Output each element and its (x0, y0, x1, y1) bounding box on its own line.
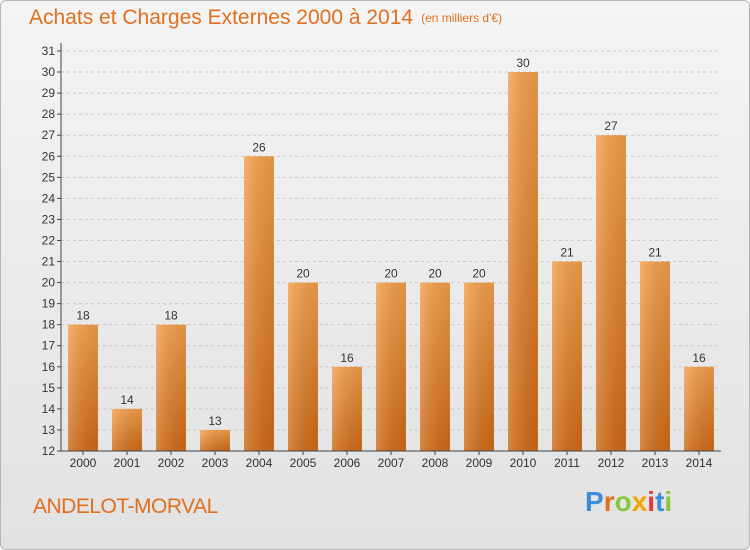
x-tick-label: 2008 (422, 456, 449, 470)
x-tick-label: 2000 (70, 456, 97, 470)
y-tick-label: 28 (42, 107, 56, 121)
data-label: 20 (384, 267, 398, 281)
bar-shade (332, 366, 362, 451)
y-tick-label: 31 (42, 44, 56, 58)
y-tick-label: 25 (42, 170, 56, 184)
bar-shade (684, 366, 714, 451)
x-tick-label: 2010 (510, 456, 537, 470)
axes: 12 13 14 15 16 17 18 19 20 21 22 23 24 25 26 27 28 29 30 31… (42, 43, 721, 470)
x-tick-label: 2005 (290, 456, 317, 470)
y-tick-label: 21 (42, 255, 56, 269)
data-label: 20 (296, 267, 310, 281)
chart-title: Achats et Charges Externes 2000 à 2014 (e… (29, 6, 502, 30)
logo-letter: t (655, 486, 665, 517)
bar-shade (596, 135, 626, 452)
data-label: 21 (648, 246, 662, 260)
y-tick-label: 17 (42, 339, 56, 353)
logo-letter: r (603, 486, 615, 517)
y-tick-label: 19 (42, 297, 56, 311)
y-tick-label: 16 (42, 360, 56, 374)
logo-letter: P (585, 486, 604, 517)
bar-shade (552, 261, 582, 451)
y-tick-label: 23 (42, 212, 56, 226)
y-tick-label: 13 (42, 423, 56, 437)
data-label: 20 (472, 267, 486, 281)
data-label: 30 (516, 56, 530, 70)
data-label: 18 (76, 309, 90, 323)
y-tick-label: 12 (42, 444, 56, 458)
y-tick-label: 30 (42, 65, 56, 79)
y-tick-label: 18 (42, 318, 56, 332)
data-label: 13 (208, 414, 222, 428)
y-tick-label: 29 (42, 86, 56, 100)
bar-shade (508, 72, 538, 451)
bar-shade (68, 324, 98, 451)
bar-shade (244, 156, 274, 451)
x-tick-label: 2004 (246, 456, 273, 470)
data-label: 26 (252, 140, 266, 154)
bar-shade (200, 429, 230, 451)
y-tick-label: 24 (42, 191, 56, 205)
proxiti-logo[interactable]: Proxiti (585, 486, 672, 518)
bar-shade (420, 282, 450, 451)
data-label: 20 (428, 267, 442, 281)
logo-letter: o (614, 486, 632, 517)
bar-shade (376, 282, 406, 451)
x-tick-label: 2011 (554, 456, 580, 470)
data-label: 16 (340, 351, 354, 365)
bar-shade (112, 408, 142, 451)
bar-shade (288, 282, 318, 451)
x-tick-label: 2006 (334, 456, 361, 470)
y-tick-label: 27 (42, 128, 56, 142)
y-tick-label: 22 (42, 233, 56, 247)
place-name: ANDELOT-MORVAL (33, 495, 218, 518)
x-tick-label: 2013 (642, 456, 669, 470)
data-label: 21 (560, 246, 574, 260)
data-label: 14 (120, 393, 134, 407)
y-tick-label: 14 (42, 402, 56, 416)
chart-title-text: Achats et Charges Externes 2000 à 2014 (29, 6, 414, 29)
chart-subtitle: (en milliers d'€) (421, 11, 503, 25)
x-tick-label: 2002 (158, 456, 185, 470)
data-label: 16 (692, 351, 706, 365)
x-tick-label: 2007 (378, 456, 405, 470)
y-tick-label: 20 (42, 276, 56, 290)
y-tick-label: 15 (42, 381, 56, 395)
x-tick-label: 2009 (466, 456, 493, 470)
data-label: 18 (164, 309, 178, 323)
bar-shade (464, 282, 494, 451)
logo-letter: i (647, 486, 656, 517)
x-tick-label: 2014 (686, 456, 713, 470)
logo-letter: i (664, 486, 673, 517)
y-tick-label: 26 (42, 149, 56, 163)
bars: 18 14 18 13 26 20 16 20 20 20 30 21 27 21 16 (68, 56, 714, 452)
bar-shade (640, 261, 670, 451)
logo-letter: x (631, 486, 648, 517)
data-label: 27 (604, 119, 618, 133)
x-tick-label: 2012 (598, 456, 625, 470)
x-tick-label: 2003 (202, 456, 229, 470)
x-tick-label: 2001 (114, 456, 141, 470)
bar-shade (156, 324, 186, 451)
